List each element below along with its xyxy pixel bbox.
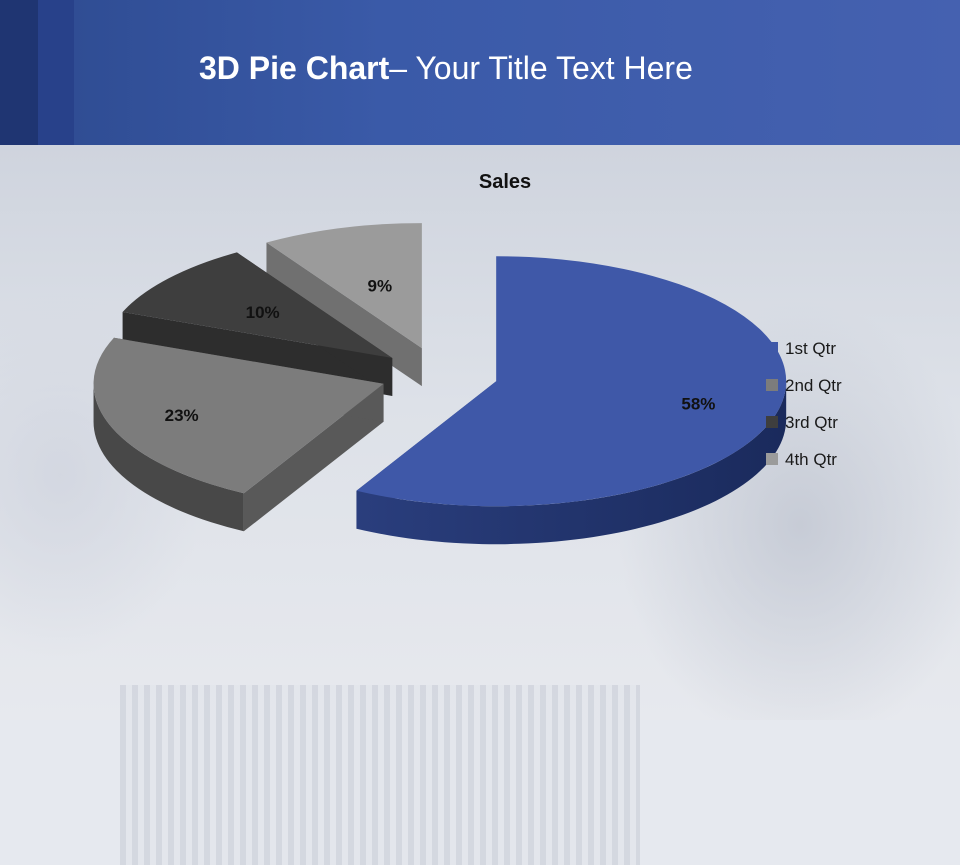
legend-item-3: 3rd Qtr [766,413,838,432]
legend-item-1: 1st Qtr [766,339,836,358]
legend-swatch-2 [766,379,778,391]
slide-title-bold: 3D Pie Chart [199,50,390,86]
slide-header: 3D Pie Chart– Your Title Text Here [0,0,960,145]
chart-title: Sales [479,171,531,193]
pie-chart: Sales 58% 23% 10% 9% 1st Qtr 2nd Qtr 3rd Qtr 4… [93,171,842,545]
pie-slice-2 [93,337,384,532]
header-accent-band [0,0,38,145]
pie-slice-4-top [266,223,422,349]
pie-slice-2-rim [93,383,244,532]
header-accent-band-2 [38,0,74,145]
legend-item-2: 2nd Qtr [766,376,842,395]
legend-label-4: 4th Qtr [785,450,837,469]
pie-slice-2-wall [243,383,384,532]
legend-label-3: 3rd Qtr [785,413,838,432]
pie-slice-2-top [93,337,384,494]
legend: 1st Qtr 2nd Qtr 3rd Qtr 4th Qtr [766,339,842,469]
pie-slice-1-rim [356,381,787,545]
legend-swatch-4 [766,453,778,465]
legend-swatch-3 [766,416,778,428]
pie-slice-1 [356,256,787,545]
legend-label-2: 2nd Qtr [785,376,842,395]
legend-item-4: 4th Qtr [766,450,837,469]
pie-slices [93,223,787,545]
legend-label-1: 1st Qtr [785,339,836,358]
pie-slice-3-top [122,252,393,358]
data-labels: 58% 23% 10% 9% [165,277,716,425]
data-label-4: 9% [368,277,393,296]
data-label-2: 23% [165,406,199,425]
legend-swatch-1 [766,342,778,354]
data-label-1: 58% [681,395,715,414]
slide-title: 3D Pie Chart– Your Title Text Here [199,50,693,87]
pie-slice-4-wall [266,242,422,387]
slide-title-rest: – Your Title Text Here [389,50,693,86]
data-label-3: 10% [246,303,280,322]
pie-slice-4 [266,223,422,387]
pie-slice-1-top [356,256,787,507]
